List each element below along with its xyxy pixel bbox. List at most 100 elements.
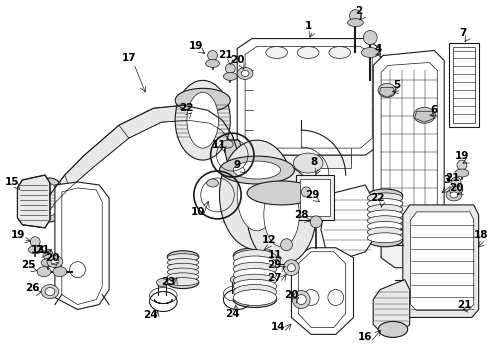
Polygon shape bbox=[372, 280, 409, 332]
Ellipse shape bbox=[366, 199, 402, 208]
Ellipse shape bbox=[264, 183, 299, 247]
Ellipse shape bbox=[205, 59, 219, 67]
Ellipse shape bbox=[303, 289, 318, 306]
Ellipse shape bbox=[301, 187, 310, 197]
Ellipse shape bbox=[454, 169, 468, 177]
Text: 20: 20 bbox=[284, 289, 298, 300]
Bar bbox=[296, 175, 333, 220]
Text: 24: 24 bbox=[224, 310, 239, 319]
Ellipse shape bbox=[34, 178, 65, 222]
Ellipse shape bbox=[225, 63, 235, 73]
Text: 24: 24 bbox=[143, 310, 158, 320]
Ellipse shape bbox=[366, 189, 402, 203]
Ellipse shape bbox=[237, 67, 252, 80]
Polygon shape bbox=[378, 87, 394, 97]
Text: 19: 19 bbox=[188, 41, 203, 50]
Ellipse shape bbox=[167, 273, 199, 281]
Text: 29: 29 bbox=[305, 190, 319, 200]
Ellipse shape bbox=[377, 84, 395, 97]
Text: 18: 18 bbox=[472, 230, 487, 240]
Ellipse shape bbox=[223, 72, 237, 80]
Text: 5: 5 bbox=[392, 80, 400, 90]
Ellipse shape bbox=[53, 267, 66, 276]
Text: 3: 3 bbox=[443, 175, 450, 185]
Polygon shape bbox=[266, 155, 350, 168]
Text: 14: 14 bbox=[271, 323, 285, 332]
Ellipse shape bbox=[328, 46, 350, 58]
Polygon shape bbox=[372, 50, 443, 250]
Ellipse shape bbox=[233, 250, 276, 266]
Ellipse shape bbox=[30, 237, 40, 247]
Ellipse shape bbox=[206, 179, 218, 187]
Ellipse shape bbox=[167, 263, 199, 271]
Text: 11: 11 bbox=[267, 250, 282, 260]
Polygon shape bbox=[244, 46, 371, 148]
Polygon shape bbox=[402, 205, 478, 318]
Ellipse shape bbox=[265, 46, 287, 58]
Ellipse shape bbox=[241, 71, 248, 76]
Ellipse shape bbox=[366, 193, 402, 203]
Ellipse shape bbox=[413, 107, 434, 123]
Text: 2: 2 bbox=[354, 6, 361, 15]
Ellipse shape bbox=[47, 256, 62, 268]
Text: 21: 21 bbox=[218, 50, 232, 60]
Ellipse shape bbox=[366, 210, 402, 220]
Polygon shape bbox=[410, 212, 473, 310]
Ellipse shape bbox=[280, 239, 292, 251]
Ellipse shape bbox=[347, 19, 363, 27]
Text: 22: 22 bbox=[369, 193, 384, 203]
Ellipse shape bbox=[221, 140, 233, 148]
Text: 21: 21 bbox=[444, 173, 458, 183]
Polygon shape bbox=[224, 140, 242, 162]
Ellipse shape bbox=[219, 140, 294, 250]
Ellipse shape bbox=[246, 181, 315, 205]
Ellipse shape bbox=[167, 276, 199, 289]
Text: 27: 27 bbox=[267, 273, 282, 283]
Ellipse shape bbox=[156, 279, 168, 287]
Ellipse shape bbox=[377, 321, 407, 337]
Ellipse shape bbox=[233, 274, 276, 287]
Ellipse shape bbox=[175, 88, 230, 112]
Ellipse shape bbox=[363, 31, 376, 45]
Polygon shape bbox=[414, 111, 433, 122]
Ellipse shape bbox=[287, 264, 295, 272]
Text: 6: 6 bbox=[430, 105, 437, 115]
Ellipse shape bbox=[237, 159, 276, 231]
Ellipse shape bbox=[283, 260, 299, 276]
Ellipse shape bbox=[233, 248, 276, 264]
Text: 20: 20 bbox=[448, 183, 462, 193]
Text: 8: 8 bbox=[310, 157, 317, 167]
Ellipse shape bbox=[230, 276, 242, 284]
Ellipse shape bbox=[450, 177, 460, 187]
Ellipse shape bbox=[69, 262, 85, 278]
Polygon shape bbox=[18, 175, 50, 228]
Ellipse shape bbox=[366, 233, 402, 247]
Ellipse shape bbox=[366, 233, 402, 243]
Ellipse shape bbox=[309, 216, 321, 228]
Ellipse shape bbox=[51, 259, 59, 265]
Ellipse shape bbox=[186, 92, 218, 148]
Text: 21: 21 bbox=[456, 300, 470, 310]
Text: 20: 20 bbox=[44, 253, 59, 263]
Ellipse shape bbox=[327, 289, 343, 306]
Ellipse shape bbox=[233, 279, 276, 293]
Ellipse shape bbox=[448, 186, 462, 194]
Bar bbox=[300, 179, 329, 216]
Bar bbox=[448, 42, 478, 127]
Ellipse shape bbox=[246, 165, 315, 265]
Ellipse shape bbox=[366, 204, 402, 214]
Ellipse shape bbox=[361, 48, 378, 58]
Text: 12: 12 bbox=[261, 235, 275, 245]
Text: 17: 17 bbox=[121, 54, 136, 63]
Ellipse shape bbox=[167, 251, 199, 263]
Text: 21: 21 bbox=[35, 245, 49, 255]
Text: 25: 25 bbox=[21, 260, 36, 270]
Ellipse shape bbox=[233, 256, 276, 271]
Polygon shape bbox=[291, 248, 353, 334]
Ellipse shape bbox=[296, 294, 305, 305]
Ellipse shape bbox=[167, 268, 199, 276]
Polygon shape bbox=[380, 62, 436, 238]
Text: 15: 15 bbox=[5, 177, 20, 187]
Ellipse shape bbox=[449, 192, 457, 198]
Ellipse shape bbox=[167, 278, 199, 285]
